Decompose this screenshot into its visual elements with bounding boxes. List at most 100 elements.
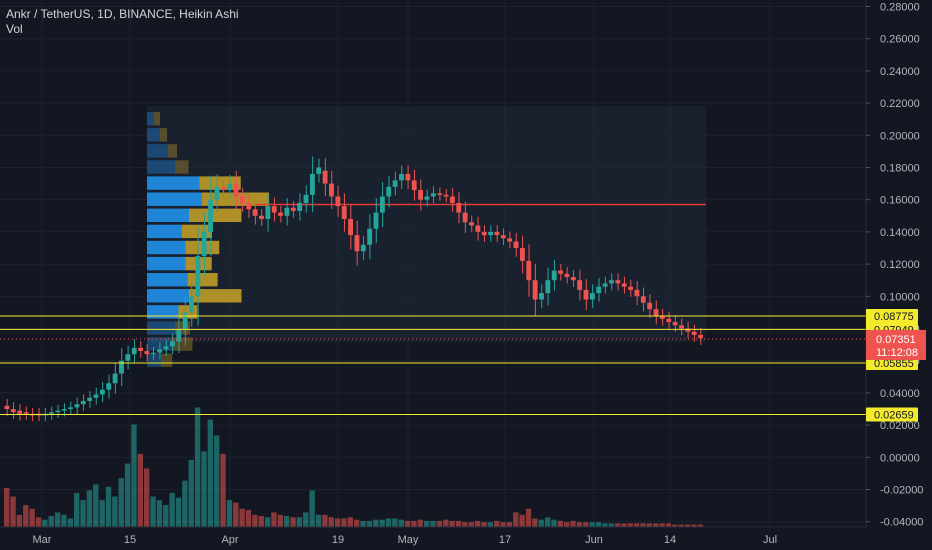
volume-bar <box>220 453 226 527</box>
volume-bar <box>532 518 538 527</box>
candle-body <box>609 280 614 284</box>
price-axis-label: 0.00000 <box>880 452 920 464</box>
candle-body <box>214 186 220 200</box>
price-axis-label: 0.16000 <box>880 195 920 207</box>
volume-bar <box>366 520 373 527</box>
volume-bar <box>233 502 239 527</box>
volume-bar <box>296 517 303 527</box>
volume-bar <box>245 509 252 527</box>
volume-profile-down <box>159 128 168 142</box>
candle-body <box>252 209 258 216</box>
volume-profile-up <box>147 112 154 126</box>
volume-bar <box>595 522 602 527</box>
volume-bar <box>589 522 595 527</box>
candle-body <box>418 190 423 200</box>
candle-body <box>570 276 576 281</box>
volume-bar <box>322 514 328 527</box>
volume-bar <box>226 500 233 527</box>
level-label: 0.02659 <box>874 409 914 421</box>
candle-body <box>354 235 360 252</box>
volume-bar <box>551 519 557 527</box>
candle-body <box>367 228 373 245</box>
volume-profile-down <box>154 112 160 126</box>
volume-bar <box>239 508 245 527</box>
candle-body <box>532 280 538 300</box>
candle-body <box>348 219 353 236</box>
volume-bar <box>80 500 86 527</box>
time-axis-label: Mar <box>33 534 52 546</box>
volume-bar <box>4 487 10 527</box>
volume-bar <box>449 520 455 527</box>
volume-bar <box>455 520 462 527</box>
volume-bar <box>487 522 493 527</box>
candle-body <box>80 400 86 405</box>
volume-profile-down <box>189 289 242 303</box>
volume-profile-down <box>175 160 189 174</box>
price-axis-label: 0.14000 <box>880 227 920 239</box>
volume-bar <box>99 500 105 527</box>
price-axis-label: 0.12000 <box>880 259 920 271</box>
volume-bar <box>634 523 640 527</box>
volume-bar <box>570 520 576 527</box>
candle-body <box>500 235 506 239</box>
price-axis-label: 0.22000 <box>880 98 920 110</box>
volume-bar <box>392 518 398 527</box>
volume-profile-down <box>168 144 177 158</box>
candle-body <box>411 180 417 191</box>
candle-body <box>507 238 513 242</box>
volume-bar <box>684 524 691 527</box>
candle-body <box>335 196 341 207</box>
volume-bar <box>697 524 703 527</box>
volume-bar <box>67 518 73 527</box>
volume-profile-up <box>147 289 189 303</box>
candle-body <box>144 351 150 355</box>
candle-body <box>392 180 398 187</box>
volume-bar <box>557 520 563 527</box>
candle-body <box>621 283 627 287</box>
volume-bar <box>538 519 544 527</box>
volume-bar <box>621 523 627 527</box>
candle-body <box>131 347 137 355</box>
volume-bar <box>35 517 42 527</box>
candle-body <box>68 407 73 409</box>
volume-bar <box>608 523 614 527</box>
candle-body <box>169 341 175 347</box>
volume-bar <box>54 512 61 527</box>
volume-bar <box>602 523 608 527</box>
volume-bar <box>424 520 430 527</box>
candle-body <box>679 325 684 329</box>
candle-body <box>659 315 665 319</box>
candle-body <box>405 173 411 181</box>
candle-body <box>488 231 493 236</box>
volume-bar <box>315 514 322 527</box>
candle-body <box>519 248 525 261</box>
volume-bar <box>443 519 449 527</box>
candle-body <box>297 202 303 211</box>
volume-bar <box>118 478 124 527</box>
volume-profile-up <box>147 240 186 255</box>
volume-bar <box>271 512 277 527</box>
candle-body <box>481 231 487 236</box>
candle-body <box>17 410 23 414</box>
countdown-label: 11:12:08 <box>876 347 918 359</box>
volume-bar <box>672 524 678 527</box>
candle-body <box>628 286 633 290</box>
time-axis-label: Apr <box>221 534 238 546</box>
candle-body <box>182 312 188 331</box>
volume-profile-down <box>178 305 198 319</box>
volume-profile-down <box>161 353 173 367</box>
level-badge <box>866 407 918 422</box>
volume-bar <box>175 497 182 527</box>
candle-body <box>201 231 207 257</box>
price-axis-label: 0.10000 <box>880 291 920 303</box>
volume-bar <box>290 517 296 527</box>
volume-bar <box>23 505 29 527</box>
volume-bar <box>144 468 150 527</box>
candle-body <box>278 212 283 216</box>
volume-bar <box>29 508 35 527</box>
candle-body <box>386 186 392 197</box>
candle-body <box>309 173 315 195</box>
volume-bar <box>150 496 156 527</box>
